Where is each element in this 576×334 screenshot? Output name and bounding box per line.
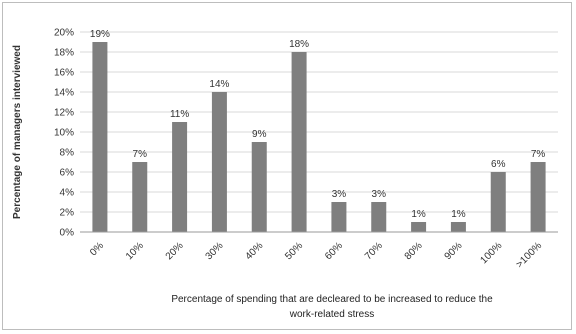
data-label: 6% [491, 159, 506, 170]
x-tick-label: 30% [204, 240, 226, 262]
x-tick-label: 60% [323, 240, 345, 262]
data-label: 14% [209, 79, 229, 90]
y-axis-label: Percentage of managers interviewed [12, 45, 23, 219]
y-tick-label: 8% [60, 148, 75, 159]
bar [411, 222, 427, 232]
x-tick-label: 50% [283, 240, 305, 262]
y-tick-label: 20% [54, 28, 74, 39]
y-tick-label: 6% [60, 168, 75, 179]
x-tick-label: 70% [363, 240, 385, 262]
x-tick-label: 80% [403, 240, 425, 262]
gridlines [80, 31, 558, 213]
bar [211, 92, 227, 232]
x-axis-label-line-1: Percentage of spending that are decleare… [171, 294, 493, 305]
x-tick-label: 100% [479, 240, 505, 266]
y-tick-label: 0% [60, 228, 75, 239]
bar [132, 162, 148, 232]
data-label: 18% [289, 39, 309, 50]
y-tick-label: 18% [54, 48, 74, 59]
bar [291, 52, 307, 232]
data-label: 1% [451, 209, 466, 220]
x-tick-label: 40% [243, 240, 265, 262]
bar [530, 162, 546, 232]
y-tick-label: 12% [54, 108, 74, 119]
y-tick-label: 2% [60, 208, 75, 219]
data-labels: 19% 7% 11% 14% 9% 18% 3% 3% 1% 1% 6% 7% [90, 29, 546, 220]
y-tick-label: 16% [54, 68, 74, 79]
x-tick-label: >100% [514, 240, 544, 270]
data-label: 19% [90, 29, 110, 40]
x-tick-label: 90% [443, 240, 465, 262]
y-tick-label: 10% [54, 128, 74, 139]
y-axis-ticks: 0% 2% 4% 6% 8% 10% 12% 14% 16% 18% 20% [54, 28, 74, 239]
data-label: 7% [133, 149, 148, 160]
x-tick-label: 10% [124, 240, 146, 262]
bar [331, 202, 347, 232]
data-label: 9% [252, 129, 267, 140]
bar [490, 172, 506, 232]
x-axis-ticks: 0% 10% 20% 30% 40% 50% 60% 70% 80% 90% 100% >100% [88, 240, 544, 270]
bars [92, 42, 546, 232]
data-label: 3% [372, 189, 387, 200]
y-tick-label: 14% [54, 88, 74, 99]
bar [92, 42, 108, 232]
bar [450, 222, 466, 232]
data-label: 7% [531, 149, 546, 160]
data-label: 11% [170, 109, 189, 120]
bar [371, 202, 387, 232]
y-tick-label: 4% [60, 188, 75, 199]
data-label: 1% [411, 209, 426, 220]
bar [251, 142, 267, 232]
bar [172, 122, 188, 232]
x-tick-label: 20% [164, 240, 186, 262]
data-label: 3% [332, 189, 347, 200]
x-tick-label: 0% [88, 240, 106, 258]
x-axis-label-line-2: work-related stress [289, 309, 374, 320]
